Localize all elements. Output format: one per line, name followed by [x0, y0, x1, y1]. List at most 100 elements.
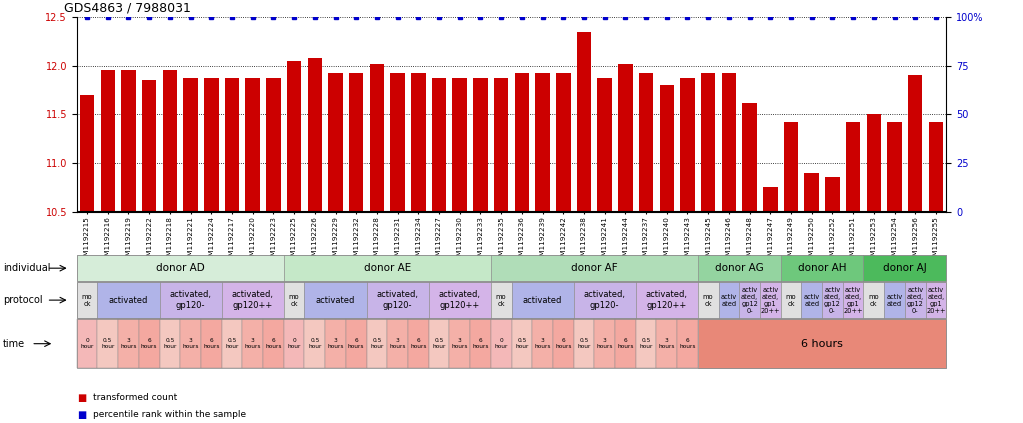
- Bar: [266, 78, 280, 212]
- Text: 0
hour: 0 hour: [494, 338, 507, 349]
- Text: percentile rank within the sample: percentile rank within the sample: [93, 410, 247, 419]
- Text: 0.5
hour: 0.5 hour: [101, 338, 115, 349]
- Bar: [618, 63, 632, 211]
- Text: 0.5
hour: 0.5 hour: [433, 338, 446, 349]
- Text: activated: activated: [108, 296, 148, 305]
- Text: 6
hours: 6 hours: [473, 338, 489, 349]
- Text: activ
ated: activ ated: [887, 294, 902, 307]
- Text: 6
hours: 6 hours: [265, 338, 281, 349]
- Text: 0
hour: 0 hour: [81, 338, 94, 349]
- Text: activated,
gp120-: activated, gp120-: [376, 291, 418, 310]
- Text: 0.5
hour: 0.5 hour: [308, 338, 321, 349]
- Text: mo
ck: mo ck: [869, 294, 879, 307]
- Text: mo
ck: mo ck: [288, 294, 300, 307]
- Text: mo
ck: mo ck: [786, 294, 796, 307]
- Text: donor AE: donor AE: [363, 263, 411, 273]
- Text: 3
hours: 3 hours: [596, 338, 613, 349]
- Bar: [680, 78, 695, 212]
- Bar: [183, 78, 197, 212]
- Text: 0.5
hour: 0.5 hour: [639, 338, 653, 349]
- Text: 3
hours: 3 hours: [659, 338, 675, 349]
- Text: donor AH: donor AH: [798, 263, 846, 273]
- Bar: [638, 73, 654, 212]
- Text: ■: ■: [77, 409, 86, 420]
- Bar: [163, 71, 177, 212]
- Bar: [763, 187, 777, 212]
- Text: 0.5
hour: 0.5 hour: [225, 338, 238, 349]
- Text: 0.5
hour: 0.5 hour: [370, 338, 384, 349]
- Bar: [122, 71, 136, 212]
- Bar: [432, 78, 446, 212]
- Text: 6
hours: 6 hours: [410, 338, 427, 349]
- Bar: [100, 71, 115, 212]
- Text: 3
hours: 3 hours: [244, 338, 261, 349]
- Text: individual: individual: [3, 263, 50, 273]
- Bar: [846, 122, 860, 212]
- Text: activated: activated: [523, 296, 563, 305]
- Bar: [866, 114, 881, 212]
- Bar: [557, 73, 571, 212]
- Text: 0.5
hour: 0.5 hour: [164, 338, 177, 349]
- Bar: [701, 73, 715, 212]
- Text: 3
hours: 3 hours: [121, 338, 137, 349]
- Bar: [369, 63, 385, 211]
- Bar: [494, 78, 508, 212]
- Text: donor AJ: donor AJ: [883, 263, 927, 273]
- Text: 6
hours: 6 hours: [141, 338, 158, 349]
- Text: donor AD: donor AD: [155, 263, 205, 273]
- Bar: [784, 122, 798, 212]
- Bar: [721, 73, 737, 212]
- Bar: [597, 78, 612, 212]
- Text: protocol: protocol: [3, 295, 43, 305]
- Bar: [804, 173, 819, 212]
- Text: activated: activated: [316, 296, 355, 305]
- Text: activ
ated: activ ated: [804, 294, 819, 307]
- Bar: [308, 58, 322, 212]
- Text: 3
hours: 3 hours: [534, 338, 550, 349]
- Bar: [515, 73, 529, 212]
- Bar: [887, 122, 901, 212]
- Text: 0.5
hour: 0.5 hour: [577, 338, 590, 349]
- Bar: [577, 32, 591, 212]
- Text: 6
hours: 6 hours: [555, 338, 572, 349]
- Text: 3
hours: 3 hours: [390, 338, 406, 349]
- Text: mo
ck: mo ck: [82, 294, 92, 307]
- Text: donor AF: donor AF: [571, 263, 618, 273]
- Text: activ
ated: activ ated: [721, 294, 737, 307]
- Text: 6
hours: 6 hours: [679, 338, 696, 349]
- Text: 3
hours: 3 hours: [182, 338, 198, 349]
- Text: 6
hours: 6 hours: [617, 338, 633, 349]
- Bar: [660, 85, 674, 212]
- Bar: [142, 80, 157, 212]
- Bar: [204, 78, 219, 212]
- Text: activ
ated,
gp12
0-: activ ated, gp12 0-: [741, 287, 758, 313]
- Text: activ
ated,
gp12
0-: activ ated, gp12 0-: [824, 287, 841, 313]
- Text: mo
ck: mo ck: [496, 294, 506, 307]
- Text: activated,
gp120-: activated, gp120-: [170, 291, 212, 310]
- Bar: [391, 73, 405, 212]
- Text: 3
hours: 3 hours: [327, 338, 344, 349]
- Text: 6
hours: 6 hours: [203, 338, 220, 349]
- Text: activ
ated,
gp12
0-: activ ated, gp12 0-: [906, 287, 924, 313]
- Bar: [246, 78, 260, 212]
- Text: 0
hour: 0 hour: [287, 338, 301, 349]
- Bar: [826, 178, 840, 212]
- Bar: [474, 78, 488, 212]
- Text: transformed count: transformed count: [93, 393, 177, 402]
- Text: 6 hours: 6 hours: [801, 339, 843, 349]
- Text: 6
hours: 6 hours: [348, 338, 364, 349]
- Text: 3
hours: 3 hours: [451, 338, 468, 349]
- Bar: [535, 73, 549, 212]
- Text: activ
ated,
gp1
20++: activ ated, gp1 20++: [926, 287, 945, 313]
- Text: activated,
gp120++: activated, gp120++: [231, 291, 274, 310]
- Text: GDS4863 / 7988031: GDS4863 / 7988031: [64, 2, 191, 15]
- Text: activ
ated,
gp1
20++: activ ated, gp1 20++: [760, 287, 781, 313]
- Text: donor AG: donor AG: [715, 263, 763, 273]
- Text: activ
ated,
gp1
20++: activ ated, gp1 20++: [843, 287, 862, 313]
- Bar: [80, 95, 94, 212]
- Bar: [929, 122, 943, 212]
- Bar: [286, 60, 302, 212]
- Text: activated,
gp120-: activated, gp120-: [584, 291, 626, 310]
- Text: activated,
gp120++: activated, gp120++: [439, 291, 481, 310]
- Bar: [743, 102, 757, 212]
